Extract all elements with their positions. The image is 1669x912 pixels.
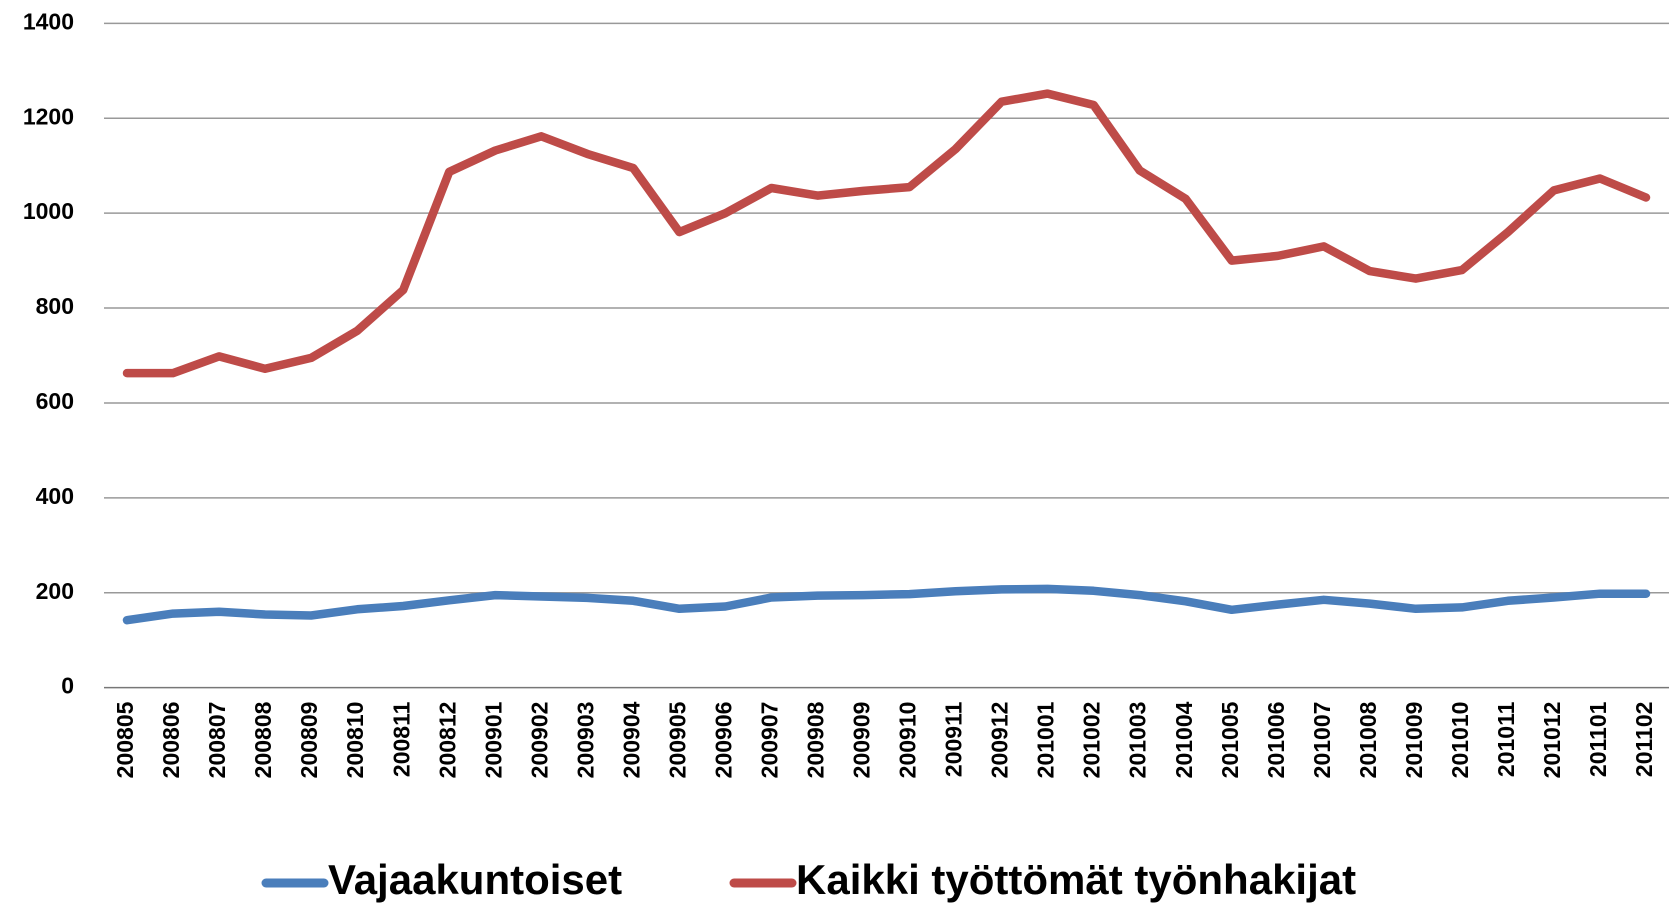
x-tick-label: 201102	[1631, 702, 1657, 777]
x-tick-label: 200909	[849, 702, 875, 779]
y-tick-label: 400	[36, 483, 74, 509]
legend-label: Kaikki työttömät työnhakijat	[796, 856, 1356, 903]
x-tick-label: 200904	[618, 701, 644, 778]
x-tick-label: 201004	[1171, 701, 1197, 778]
x-tick-label: 200808	[250, 701, 276, 778]
x-tick-label: 200905	[664, 701, 690, 778]
x-tick-label: 200811	[388, 701, 414, 777]
y-tick-label: 1200	[23, 103, 74, 129]
x-tick-label: 201011	[1493, 701, 1519, 777]
y-tick-label: 1000	[23, 198, 74, 224]
y-tick-label: 0	[61, 673, 74, 699]
y-tick-label: 200	[36, 578, 74, 604]
x-tick-label: 201002	[1079, 702, 1105, 779]
x-tick-label: 201012	[1539, 702, 1565, 779]
x-tick-label: 201006	[1263, 702, 1289, 779]
y-tick-label: 800	[36, 293, 74, 319]
x-tick-label: 200908	[803, 701, 829, 778]
x-tick-label: 201008	[1355, 701, 1381, 778]
x-tick-label: 200807	[204, 702, 230, 779]
y-tick-label: 600	[36, 388, 74, 414]
x-tick-label: 201001	[1033, 701, 1059, 778]
x-tick-label: 200806	[158, 702, 184, 779]
x-tick-label: 200906	[710, 702, 736, 779]
legend-label: Vajaakuntoiset	[328, 856, 622, 903]
x-tick-label: 200903	[572, 702, 598, 779]
x-tick-label: 201101	[1585, 701, 1611, 777]
x-tick-label: 201010	[1447, 702, 1473, 779]
x-tick-label: 200805	[112, 701, 138, 778]
x-tick-label: 200812	[434, 702, 460, 779]
x-tick-label: 200907	[757, 702, 783, 779]
x-tick-label: 201003	[1125, 702, 1151, 779]
x-tick-label: 200901	[480, 701, 506, 778]
x-tick-label: 201007	[1309, 702, 1335, 779]
x-tick-label: 201005	[1217, 701, 1243, 778]
x-tick-label: 200911	[941, 701, 967, 777]
x-tick-label: 200912	[987, 702, 1013, 779]
x-tick-label: 200810	[342, 702, 368, 779]
x-tick-label: 200910	[895, 702, 921, 779]
x-tick-label: 200902	[526, 702, 552, 779]
line-series	[122, 584, 1651, 625]
x-tick-label: 201009	[1401, 702, 1427, 779]
x-tick-label: 200809	[296, 702, 322, 779]
line-series	[122, 89, 1651, 378]
y-tick-label: 1400	[23, 8, 74, 34]
